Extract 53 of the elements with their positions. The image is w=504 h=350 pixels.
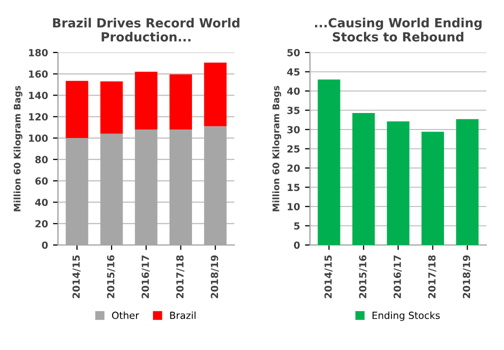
y-tick-label: 5: [294, 222, 300, 230]
bar: [134, 130, 158, 245]
bar: [66, 80, 88, 138]
bar: [204, 62, 227, 126]
bar: [456, 119, 479, 245]
legend-label: Ending Stocks: [372, 312, 440, 321]
bar: [170, 74, 192, 130]
bar: [422, 132, 444, 245]
y-tick-label: 60: [35, 177, 48, 185]
y-tick-label: 120: [29, 113, 48, 120]
legend-label: Brazil: [170, 312, 196, 320]
y-tick-label: 180: [29, 48, 48, 56]
y-tick-label: 10: [288, 202, 300, 210]
y-tick-label: 100: [29, 134, 48, 142]
y-tick-label: 160: [29, 70, 48, 78]
bar: [170, 130, 192, 245]
legend-label: Other: [112, 312, 140, 320]
y-tick-label: 80: [35, 156, 48, 164]
y-tick-label: 0: [42, 241, 48, 249]
x-tick-label: 2015/16: [107, 255, 116, 298]
x-tick-label: 2017/18: [176, 255, 184, 298]
x-tick-label: 2016/17: [142, 255, 150, 298]
bar: [100, 81, 123, 134]
bar: [66, 138, 88, 245]
bar: [134, 72, 158, 130]
y-tick-label: 35: [287, 106, 300, 114]
x-tick-label: 2014/15: [324, 255, 333, 298]
y-tick-label: 20: [287, 164, 300, 172]
x-tick-label: 2018/19: [210, 255, 219, 298]
bar: [352, 112, 375, 245]
y-tick-label: 40: [35, 198, 48, 206]
y-axis-title: Million 60 Kilogram Bags: [272, 86, 282, 212]
y-tick-label: 30: [287, 126, 300, 134]
x-tick-label: 2017/18: [428, 255, 436, 298]
y-tick-label: 0: [294, 241, 300, 249]
y-tick-label: 40: [287, 87, 300, 95]
y-tick-label: 45: [287, 68, 300, 76]
x-tick-label: 2014/15: [72, 255, 81, 298]
x-tick-label: 2016/17: [394, 255, 402, 298]
bar: [386, 121, 410, 245]
bar: [204, 126, 227, 245]
y-tick-label: 140: [29, 92, 48, 100]
chart-title: ...Causing World Ending Stocks to Rebound: [315, 18, 482, 42]
bar: [100, 134, 123, 245]
y-tick-label: 15: [288, 184, 300, 192]
y-tick-label: 20: [35, 220, 48, 228]
x-tick-label: 2015/16: [359, 255, 368, 298]
y-tick-label: 25: [287, 145, 300, 153]
x-tick-label: 2018/19: [462, 255, 471, 298]
y-axis-title: Million 60 Kilogram Bags: [14, 86, 22, 212]
chart-title: Brazil Drives Record World Production...: [53, 18, 240, 42]
y-tick-label: 50: [287, 48, 300, 56]
bar: [318, 79, 340, 245]
